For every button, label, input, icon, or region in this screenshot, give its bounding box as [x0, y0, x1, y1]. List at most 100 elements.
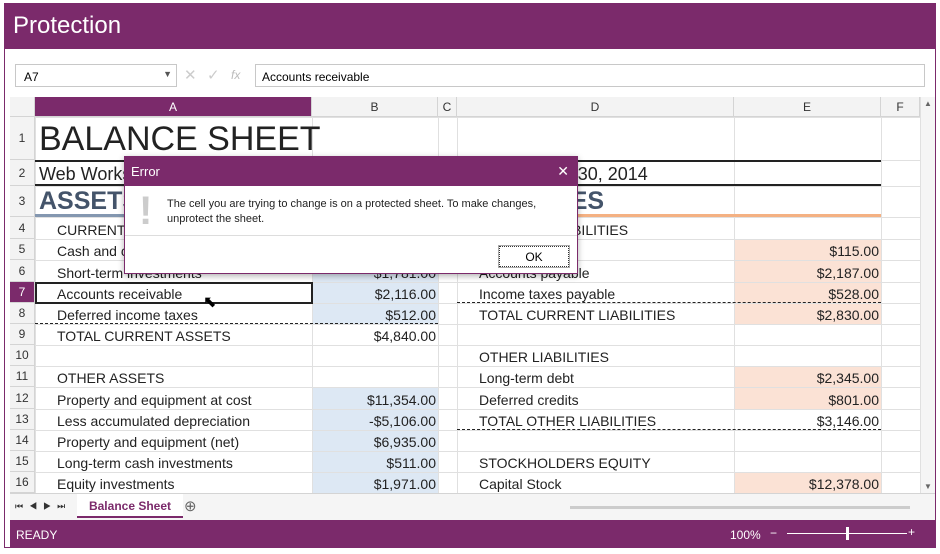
row-header[interactable]: 1 [10, 117, 35, 160]
cell-fill [312, 451, 438, 472]
column-header[interactable]: B [312, 97, 438, 117]
row-header[interactable]: 10 [10, 345, 35, 366]
grid-line [10, 387, 920, 388]
cell[interactable]: Property and equipment at cost [57, 392, 252, 408]
cell[interactable]: $512.00 [385, 307, 436, 323]
cell[interactable]: Equity investments [57, 476, 175, 492]
cancel-icon[interactable]: ✕ [184, 67, 197, 84]
sheet-tab[interactable]: Balance Sheet [77, 494, 183, 518]
row-header[interactable]: 9 [10, 324, 35, 345]
dialog-separator [125, 235, 577, 236]
cell[interactable]: $2,345.00 [816, 370, 879, 386]
cell[interactable]: $511.00 [386, 455, 436, 471]
row-header[interactable]: 4 [10, 217, 35, 239]
selected-cell [35, 282, 313, 304]
cell[interactable]: $11,354.00 [366, 392, 436, 408]
cell[interactable]: Capital Stock [479, 476, 562, 492]
formula-input[interactable]: Accounts receivable [255, 64, 925, 87]
cell-fill [734, 472, 881, 493]
name-box[interactable]: A7 ▼ [15, 64, 177, 87]
cell[interactable]: $801.00 [828, 392, 879, 408]
cell[interactable]: Long-term debt [479, 370, 574, 386]
cell[interactable]: $528.00 [828, 286, 879, 302]
grid-line [10, 345, 920, 346]
cell[interactable]: Income taxes payable [479, 286, 616, 302]
grid-line [881, 97, 882, 493]
sheet-tab-bar: ⏮◀▶⏭ Balance Sheet ⊕ [10, 493, 935, 520]
cell[interactable]: Deferred credits [479, 392, 579, 408]
cell-fill [312, 387, 438, 409]
cell[interactable]: TOTAL CURRENT LIABILITIES [479, 307, 676, 323]
column-header[interactable]: E [734, 97, 881, 117]
cell[interactable]: TOTAL CURRENT ASSETS [57, 328, 231, 344]
zoom-slider[interactable] [846, 527, 849, 540]
cell[interactable]: $6,935.00 [373, 434, 436, 450]
vertical-scrollbar[interactable]: ▲ ▼ [920, 97, 935, 493]
cell-fill [734, 387, 881, 409]
warning-icon: ! [139, 189, 153, 233]
cell[interactable]: $2,830.00 [816, 307, 879, 323]
fx-icon[interactable]: fx [231, 68, 241, 82]
row-header[interactable]: 5 [10, 239, 35, 260]
cell[interactable]: $1,971.00 [373, 476, 436, 492]
cell[interactable]: $4,840.00 [373, 328, 436, 344]
cell-fill [312, 472, 438, 493]
row-header[interactable]: 11 [10, 366, 35, 387]
enter-icon[interactable]: ✓ [207, 67, 220, 84]
grid-line [10, 472, 920, 473]
row-header[interactable]: 13 [10, 409, 35, 430]
add-sheet[interactable]: ⊕ [184, 498, 197, 515]
ok-button[interactable]: OK [498, 245, 570, 268]
row-header[interactable]: 2 [10, 160, 35, 186]
dotted-border [457, 302, 881, 303]
cell[interactable]: $2,187.00 [816, 265, 879, 281]
cell[interactable]: STOCKHOLDERS EQUITY [479, 455, 651, 471]
cell[interactable]: OTHER LIABILITIES [479, 349, 609, 365]
row-header[interactable]: 12 [10, 387, 35, 409]
grid-line [10, 430, 920, 431]
column-header[interactable]: A [35, 97, 312, 117]
row-header[interactable]: 6 [10, 260, 35, 282]
grid-line [10, 282, 920, 283]
dotted-border [35, 323, 438, 324]
cell[interactable]: TOTAL OTHER LIABILITIES [479, 413, 657, 429]
dialog-title: Error [131, 164, 160, 179]
column-header[interactable]: D [457, 97, 734, 117]
select-all[interactable] [10, 97, 35, 117]
row-header[interactable]: 8 [10, 303, 35, 324]
cell[interactable]: Accounts receivable [57, 286, 183, 302]
row-header[interactable]: 7 [10, 282, 35, 303]
cell[interactable]: $12,378.00 [808, 476, 879, 492]
row-header[interactable]: 16 [10, 472, 35, 493]
cell[interactable]: $2,116.00 [374, 286, 436, 302]
grid-line [734, 97, 735, 493]
cell[interactable]: ASSETS [39, 187, 140, 215]
cell[interactable]: Deferred income taxes [57, 307, 198, 323]
row-header[interactable]: 3 [10, 186, 35, 217]
cell[interactable]: $115.00 [829, 243, 879, 259]
column-header[interactable]: F [881, 97, 920, 117]
cell[interactable]: $3,146.00 [816, 413, 879, 429]
cell-fill [312, 303, 438, 324]
cell[interactable]: Long-term cash investments [57, 455, 233, 471]
cell[interactable]: OTHER ASSETS [57, 370, 165, 386]
cell[interactable]: -$5,106.00 [369, 413, 436, 429]
horizontal-scrollbar[interactable] [570, 506, 910, 509]
row-header[interactable]: 15 [10, 451, 35, 472]
grid-line [10, 451, 920, 452]
name-box-text: A7 [24, 70, 39, 84]
dotted-border [457, 429, 881, 430]
tab-navigation[interactable]: ⏮◀▶⏭ [15, 501, 72, 511]
grid-line [10, 324, 920, 325]
cell[interactable]: Property and equipment (net) [57, 434, 240, 450]
dialog-close[interactable]: ✕ [557, 163, 569, 179]
cell[interactable]: Less accumulated depreciation [57, 413, 251, 429]
mouse-cursor: ⬉ [203, 294, 217, 311]
column-header[interactable]: C [438, 97, 457, 117]
cell-fill [734, 303, 881, 324]
grid-line [10, 117, 920, 118]
cell[interactable]: BALANCE SHEET [39, 120, 321, 158]
row-header[interactable]: 14 [10, 430, 35, 451]
grid-line [10, 366, 920, 367]
